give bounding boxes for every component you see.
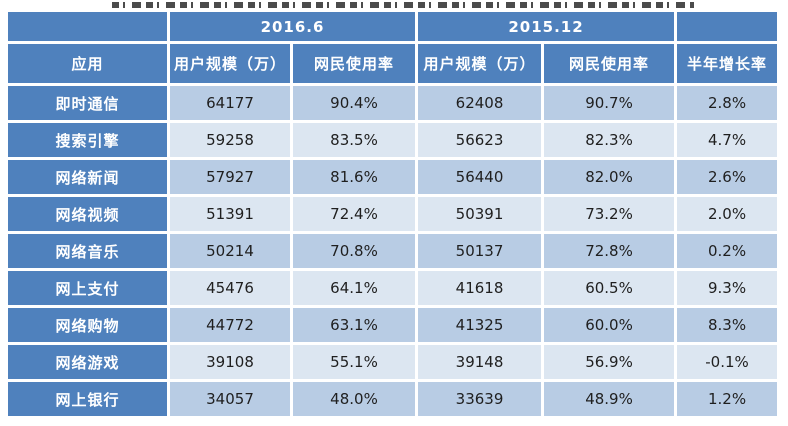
data-cell: 81.6% xyxy=(293,160,416,194)
app-label: 网络视频 xyxy=(8,197,167,231)
data-cell: 39148 xyxy=(418,345,542,379)
data-cell: 90.7% xyxy=(544,86,675,120)
app-label: 即时通信 xyxy=(8,86,167,120)
col-header-usage-rate-2016: 网民使用率 xyxy=(293,44,416,83)
app-label: 搜索引擎 xyxy=(8,123,167,157)
data-cell: 72.4% xyxy=(293,197,416,231)
data-cell: 45476 xyxy=(170,271,290,305)
data-cell: 48.0% xyxy=(293,382,416,416)
table-row-online-music: 网络音乐 50214 70.8% 50137 72.8% 0.2% xyxy=(8,234,778,268)
data-cell: 72.8% xyxy=(544,234,675,268)
data-cell: 57927 xyxy=(170,160,290,194)
table-row-online-video: 网络视频 51391 72.4% 50391 73.2% 2.0% xyxy=(8,197,778,231)
data-cell: 48.9% xyxy=(544,382,675,416)
app-label: 网络新闻 xyxy=(8,160,167,194)
data-cell: 64177 xyxy=(170,86,290,120)
table-row-online-news: 网络新闻 57927 81.6% 56440 82.0% 2.6% xyxy=(8,160,778,194)
data-cell: 50214 xyxy=(170,234,290,268)
app-label: 网上支付 xyxy=(8,271,167,305)
data-cell: 41618 xyxy=(418,271,542,305)
data-cell: 56.9% xyxy=(544,345,675,379)
col-header-usage-rate-2015: 网民使用率 xyxy=(544,44,675,83)
data-cell: 56440 xyxy=(418,160,542,194)
corner-empty-cell xyxy=(677,12,778,41)
data-cell: 8.3% xyxy=(677,308,778,342)
col-header-user-scale-2015: 用户规模（万） xyxy=(418,44,542,83)
data-cell: 50391 xyxy=(418,197,542,231)
data-cell: 70.8% xyxy=(293,234,416,268)
data-cell: 64.1% xyxy=(293,271,416,305)
col-header-app: 应用 xyxy=(8,44,167,83)
data-cell: 44772 xyxy=(170,308,290,342)
table-row-instant-messaging: 即时通信 64177 90.4% 62408 90.7% 2.8% xyxy=(8,86,778,120)
data-cell: -0.1% xyxy=(677,345,778,379)
data-cell: 9.3% xyxy=(677,271,778,305)
data-cell: 4.7% xyxy=(677,123,778,157)
data-cell: 51391 xyxy=(170,197,290,231)
data-cell: 60.5% xyxy=(544,271,675,305)
data-cell: 82.3% xyxy=(544,123,675,157)
corner-empty-cell xyxy=(8,12,167,41)
data-cell: 83.5% xyxy=(293,123,416,157)
data-cell: 0.2% xyxy=(677,234,778,268)
col-header-half-year-growth: 半年增长率 xyxy=(677,44,778,83)
period-header-row: 2016.6 2015.12 xyxy=(8,12,778,41)
internet-applications-usage-table: 2016.6 2015.12 应用 用户规模（万） 网民使用率 用户规模（万） … xyxy=(5,9,780,419)
period-header-2016-6: 2016.6 xyxy=(170,12,416,41)
data-cell: 2.6% xyxy=(677,160,778,194)
table-row-online-payment: 网上支付 45476 64.1% 41618 60.5% 9.3% xyxy=(8,271,778,305)
data-cell: 50137 xyxy=(418,234,542,268)
data-cell: 60.0% xyxy=(544,308,675,342)
data-cell: 55.1% xyxy=(293,345,416,379)
app-label: 网络音乐 xyxy=(8,234,167,268)
app-label: 网上银行 xyxy=(8,382,167,416)
data-cell: 63.1% xyxy=(293,308,416,342)
col-header-user-scale-2016: 用户规模（万） xyxy=(170,44,290,83)
data-cell: 1.2% xyxy=(677,382,778,416)
data-cell: 82.0% xyxy=(544,160,675,194)
data-cell: 90.4% xyxy=(293,86,416,120)
data-cell: 33639 xyxy=(418,382,542,416)
table-row-online-banking: 网上银行 34057 48.0% 33639 48.9% 1.2% xyxy=(8,382,778,416)
data-cell: 34057 xyxy=(170,382,290,416)
data-cell: 56623 xyxy=(418,123,542,157)
clipped-table-caption xyxy=(112,2,694,8)
app-label: 网络购物 xyxy=(8,308,167,342)
data-cell: 2.0% xyxy=(677,197,778,231)
data-cell: 39108 xyxy=(170,345,290,379)
data-cell: 2.8% xyxy=(677,86,778,120)
data-cell: 73.2% xyxy=(544,197,675,231)
app-label: 网络游戏 xyxy=(8,345,167,379)
column-header-row: 应用 用户规模（万） 网民使用率 用户规模（万） 网民使用率 半年增长率 xyxy=(8,44,778,83)
table-row-online-games: 网络游戏 39108 55.1% 39148 56.9% -0.1% xyxy=(8,345,778,379)
data-cell: 41325 xyxy=(418,308,542,342)
period-header-2015-12: 2015.12 xyxy=(418,12,675,41)
table-row-search-engine: 搜索引擎 59258 83.5% 56623 82.3% 4.7% xyxy=(8,123,778,157)
table-row-online-shopping: 网络购物 44772 63.1% 41325 60.0% 8.3% xyxy=(8,308,778,342)
data-cell: 62408 xyxy=(418,86,542,120)
data-cell: 59258 xyxy=(170,123,290,157)
